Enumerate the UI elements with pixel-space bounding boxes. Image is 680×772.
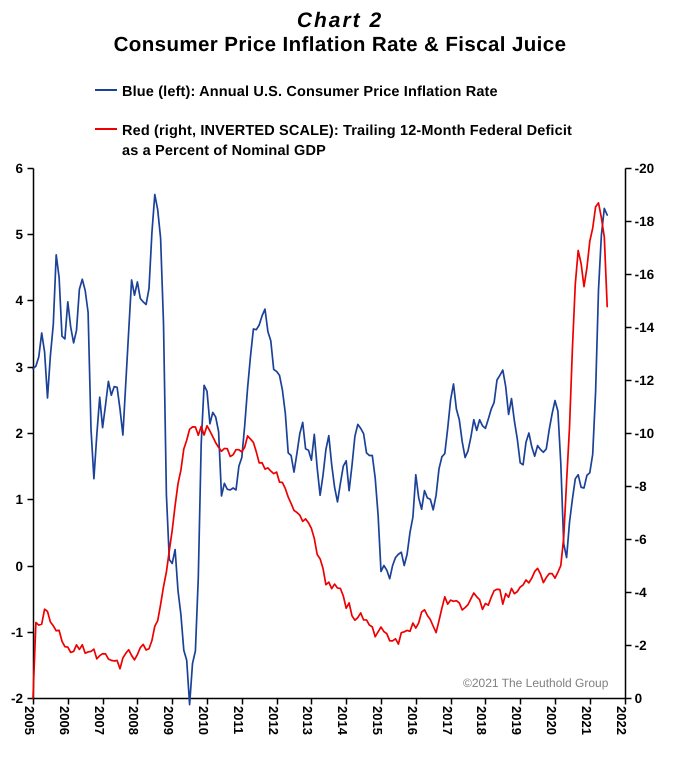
svg-text:-16: -16 [635,267,655,282]
svg-text:-8: -8 [635,479,647,494]
svg-text:-10: -10 [635,426,655,441]
svg-text:1: 1 [15,492,23,507]
svg-text:5: 5 [15,227,23,242]
svg-text:3: 3 [15,360,23,375]
svg-text:-1: -1 [11,625,23,640]
svg-text:0: 0 [635,691,643,706]
svg-text:-6: -6 [635,532,647,547]
svg-text:-4: -4 [635,585,647,600]
svg-text:-2: -2 [11,691,23,706]
svg-text:-20: -20 [635,161,655,176]
svg-text:-14: -14 [635,320,655,335]
svg-text:-18: -18 [635,214,655,229]
svg-text:0: 0 [15,559,23,574]
svg-text:-12: -12 [635,373,655,388]
svg-text:-2: -2 [635,638,647,653]
svg-text:6: 6 [15,161,23,176]
svg-text:2: 2 [15,426,23,441]
svg-text:4: 4 [15,293,23,308]
